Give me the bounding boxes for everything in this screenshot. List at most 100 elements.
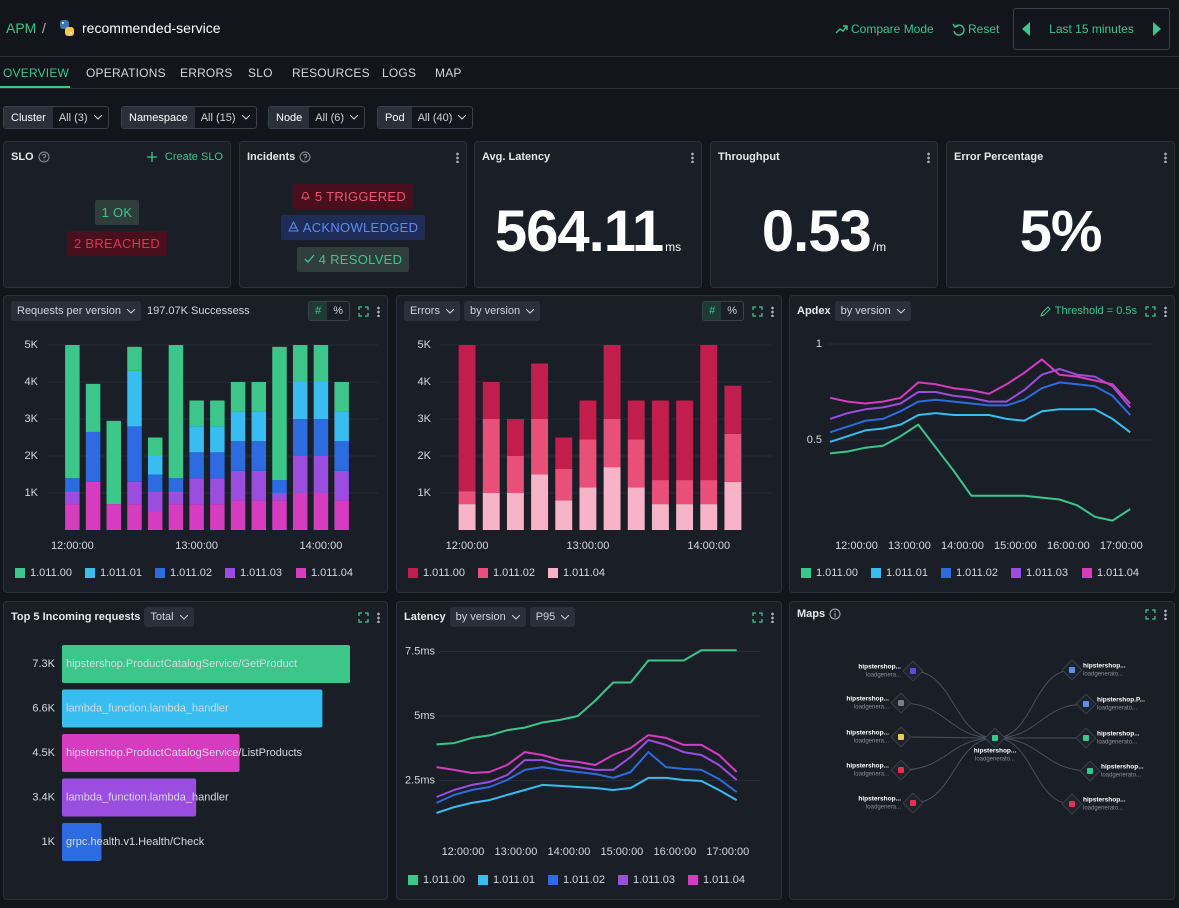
menu-icon[interactable] <box>377 305 380 317</box>
pencil-icon <box>1039 305 1051 317</box>
active-tab-underline <box>0 86 70 88</box>
bell-icon <box>300 192 311 200</box>
count-mode[interactable]: # <box>703 302 722 320</box>
tab[interactable]: SLO <box>248 66 273 80</box>
help-icon[interactable] <box>299 151 311 163</box>
tab[interactable]: MAP <box>435 66 462 80</box>
info-icon[interactable] <box>829 608 841 620</box>
panel-title: Top 5 Incoming requests <box>11 611 141 623</box>
maps-panel: Maps <box>789 601 1175 900</box>
menu-icon[interactable] <box>1164 608 1167 620</box>
expand-icon[interactable] <box>358 305 369 317</box>
compare-mode-button[interactable]: Compare Mode <box>835 22 934 36</box>
filter[interactable]: Namespace All (15) <box>121 106 257 129</box>
acknowledged-badge[interactable]: ACKNOWLEDGED <box>280 215 426 240</box>
filter[interactable]: Cluster All (3) <box>3 106 109 129</box>
menu-icon[interactable] <box>456 151 459 163</box>
prev-range[interactable] <box>1022 22 1030 36</box>
dropdown[interactable]: by version <box>449 607 526 627</box>
help-icon[interactable] <box>38 151 50 163</box>
dropdown-label: by version <box>455 611 506 623</box>
chevron <box>511 614 520 620</box>
filter-value: All (40) <box>417 111 453 124</box>
plus-icon <box>146 152 157 162</box>
metric: 0.53/m <box>711 198 937 265</box>
filter-label: Namespace <box>122 107 195 128</box>
acknowledged-label: ACKNOWLEDGED <box>302 220 419 235</box>
filter-value: All (15) <box>200 111 236 124</box>
menu-icon[interactable] <box>1164 151 1167 163</box>
reset-button[interactable]: Reset <box>952 22 999 36</box>
dropdown[interactable]: Total <box>144 607 194 627</box>
dropdown-label: Errors <box>410 305 440 317</box>
ack-icon <box>287 220 299 232</box>
next-range[interactable] <box>1153 22 1161 36</box>
dropdown[interactable]: by version <box>834 301 911 321</box>
chevron <box>126 308 135 314</box>
count-mode[interactable]: # <box>309 302 328 320</box>
panel-title: Apdex <box>797 305 831 317</box>
dropdown-label: by version <box>469 305 521 317</box>
chevron <box>458 115 467 120</box>
dropdown[interactable]: P95 <box>529 607 576 627</box>
mode-toggle[interactable]: #% <box>308 301 350 321</box>
throughput-card: Throughput 0.53/m <box>710 141 938 288</box>
dropdown[interactable]: by version <box>463 301 541 321</box>
slo-breached-badge[interactable]: 2 BREACHED <box>66 231 168 256</box>
tab[interactable]: OVERVIEW <box>3 66 70 80</box>
tab[interactable]: OPERATIONS <box>86 66 166 80</box>
time-range-picker[interactable]: Last 15 minutes <box>1013 8 1170 50</box>
tab[interactable]: LOGS <box>382 66 417 80</box>
card-title: Incidents <box>247 151 296 163</box>
percent-mode[interactable]: % <box>333 305 343 317</box>
menu-icon[interactable] <box>691 151 694 163</box>
reset-label: Reset <box>968 22 1000 36</box>
dropdown-label: Requests per version <box>17 305 121 317</box>
metric-unit: /m <box>872 240 887 254</box>
menu-icon[interactable] <box>1164 305 1167 317</box>
metric-unit: ms <box>665 240 682 254</box>
filter[interactable]: Pod All (40) <box>377 106 474 129</box>
tab[interactable]: RESOURCES <box>292 66 370 80</box>
menu-icon[interactable] <box>771 305 774 317</box>
menu-icon[interactable] <box>377 611 380 623</box>
incidents-card: Incidents 5 TRIGGERED ACKNOWLEDGED 4 RES… <box>239 141 467 288</box>
expand-icon[interactable] <box>1145 608 1156 620</box>
error-percentage-card: Error Percentage 5% <box>946 141 1175 288</box>
breadcrumb-root[interactable]: APM <box>6 20 37 36</box>
filter-label: Cluster <box>4 107 53 128</box>
expand-icon[interactable] <box>752 611 763 623</box>
expand-icon[interactable] <box>358 611 369 623</box>
percent-mode[interactable]: % <box>727 305 737 317</box>
metric-value: 0.53 <box>761 199 872 264</box>
menu-icon[interactable] <box>927 151 930 163</box>
create-slo-button[interactable]: Create SLO <box>146 151 223 163</box>
tab[interactable]: ERRORS <box>180 66 233 80</box>
filter[interactable]: Node All (6) <box>268 106 366 129</box>
time-range-label: Last 15 minutes <box>1049 22 1134 36</box>
triggered-badge[interactable]: 5 TRIGGERED <box>292 184 414 209</box>
create-slo-label: Create SLO <box>164 151 223 163</box>
metric-value: 564.11 <box>494 199 664 264</box>
apdex-panel: Apdex by version Threshold = 0.5s <box>789 295 1175 593</box>
chevron <box>896 308 905 314</box>
card-title: SLO <box>11 151 34 163</box>
chevron <box>179 614 188 620</box>
expand-icon[interactable] <box>1145 305 1156 317</box>
panel-title: Latency <box>404 611 446 623</box>
dropdown[interactable]: Errors <box>404 301 460 321</box>
metric-value: 5% <box>1019 199 1103 264</box>
mode-toggle[interactable]: #% <box>702 301 744 321</box>
card-title: Avg. Latency <box>482 151 551 163</box>
menu-icon[interactable] <box>771 611 774 623</box>
threshold-button[interactable]: Threshold = 0.5s <box>1039 305 1137 317</box>
filter-value: All (6) <box>315 111 345 124</box>
resolved-badge[interactable]: 4 RESOLVED <box>296 247 410 272</box>
summary: 197.07K Successess <box>146 305 250 317</box>
resolved-label: 4 RESOLVED <box>318 252 403 267</box>
service-name: recommended-service <box>82 20 221 36</box>
expand-icon[interactable] <box>752 305 763 317</box>
dropdown[interactable]: Requests per version <box>11 301 141 321</box>
slo-ok-badge[interactable]: 1 OK <box>94 200 140 225</box>
